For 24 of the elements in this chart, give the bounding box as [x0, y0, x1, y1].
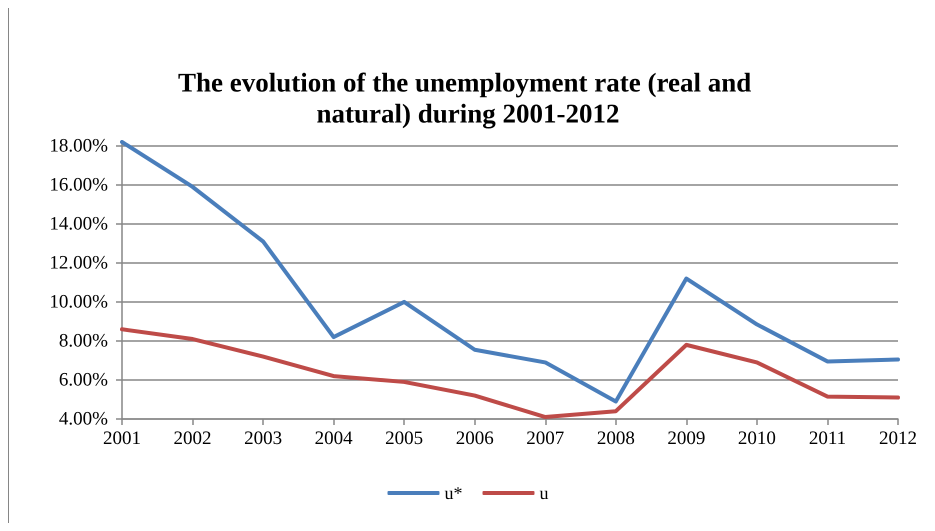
x-tick-label: 2011: [808, 428, 846, 449]
x-tick-label: 2002: [174, 428, 212, 449]
x-tick-label: 2004: [314, 428, 354, 449]
y-tick-label: 12.00%: [49, 252, 108, 274]
x-tick-label: 2009: [667, 428, 706, 449]
line-series: [120, 140, 900, 404]
chart-title: The evolution of the unemployment rate (real and natural) during 2001-2012: [178, 68, 758, 128]
y-tick-label: 4.00%: [58, 408, 108, 430]
x-tick-label: 2012: [879, 428, 917, 449]
legend-label: u*: [444, 483, 462, 503]
y-tick-label: 6.00%: [58, 369, 108, 390]
x-tick-label: 2003: [244, 428, 282, 449]
x-tick-label: 2007: [526, 428, 564, 449]
y-tick-label: 14.00%: [49, 213, 108, 234]
legend-label: u: [540, 483, 548, 503]
x-tick-label: 2006: [456, 428, 494, 449]
y-tick-label: 18.00%: [49, 135, 108, 156]
y-tick-label: 16.00%: [49, 174, 108, 196]
y-tick-label: 8.00%: [58, 330, 108, 352]
x-tick-label: 2008: [596, 428, 635, 449]
x-tick-label: 2005: [385, 428, 424, 449]
x-tick-label: 2001: [103, 428, 141, 449]
x-tick-label: 2010: [738, 428, 776, 449]
y-tick-label: 10.00%: [49, 291, 108, 312]
